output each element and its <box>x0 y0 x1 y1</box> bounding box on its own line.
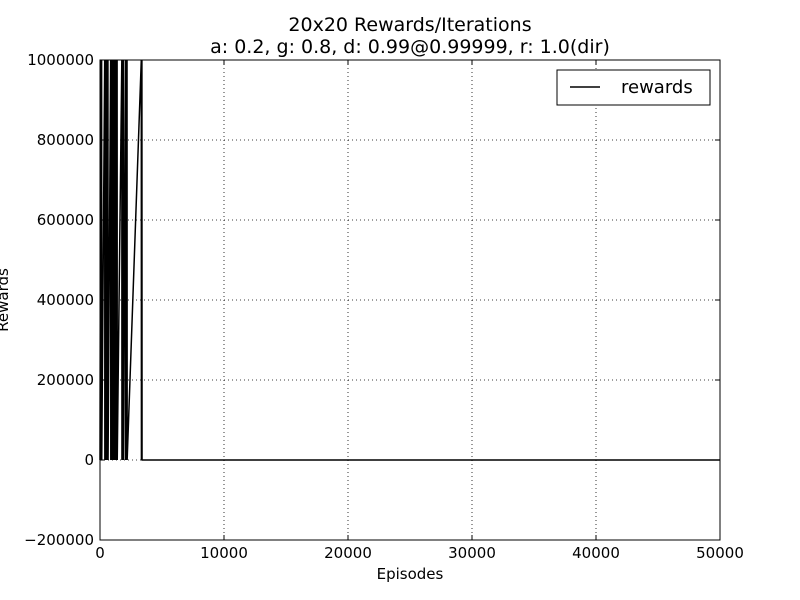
x-tick-label: 30000 <box>448 544 496 562</box>
x-axis-label: Episodes <box>377 565 444 583</box>
legend: rewards <box>556 69 711 106</box>
x-tick-label: 50000 <box>696 544 744 562</box>
chart-title: 20x20 Rewards/Iterations <box>288 14 531 36</box>
y-tick-label: 1000000 <box>27 51 94 69</box>
y-tick-label: 600000 <box>37 211 94 229</box>
y-tick-label: 0 <box>84 451 94 469</box>
y-axis-label: Rewards <box>0 268 12 332</box>
x-tick-label: 10000 <box>200 544 248 562</box>
series-line-rewards <box>99 59 720 461</box>
x-tick-label: 40000 <box>572 544 620 562</box>
chart-subtitle: a: 0.2, g: 0.8, d: 0.99@0.99999, r: 1.0(… <box>210 36 610 58</box>
series-layer <box>99 59 720 461</box>
ticks: 0 10000 20000 30000 40000 50000−2000000200000… <box>24 51 744 562</box>
y-tick-label: 200000 <box>37 371 94 389</box>
y-tick-label: 800000 <box>37 131 94 149</box>
y-tick-label: 400000 <box>37 291 94 309</box>
grid <box>100 60 720 540</box>
legend-label-rewards: rewards <box>621 77 693 98</box>
y-tick-label: −200000 <box>24 531 94 549</box>
x-tick-label: 0 <box>95 544 105 562</box>
x-tick-label: 20000 <box>324 544 372 562</box>
